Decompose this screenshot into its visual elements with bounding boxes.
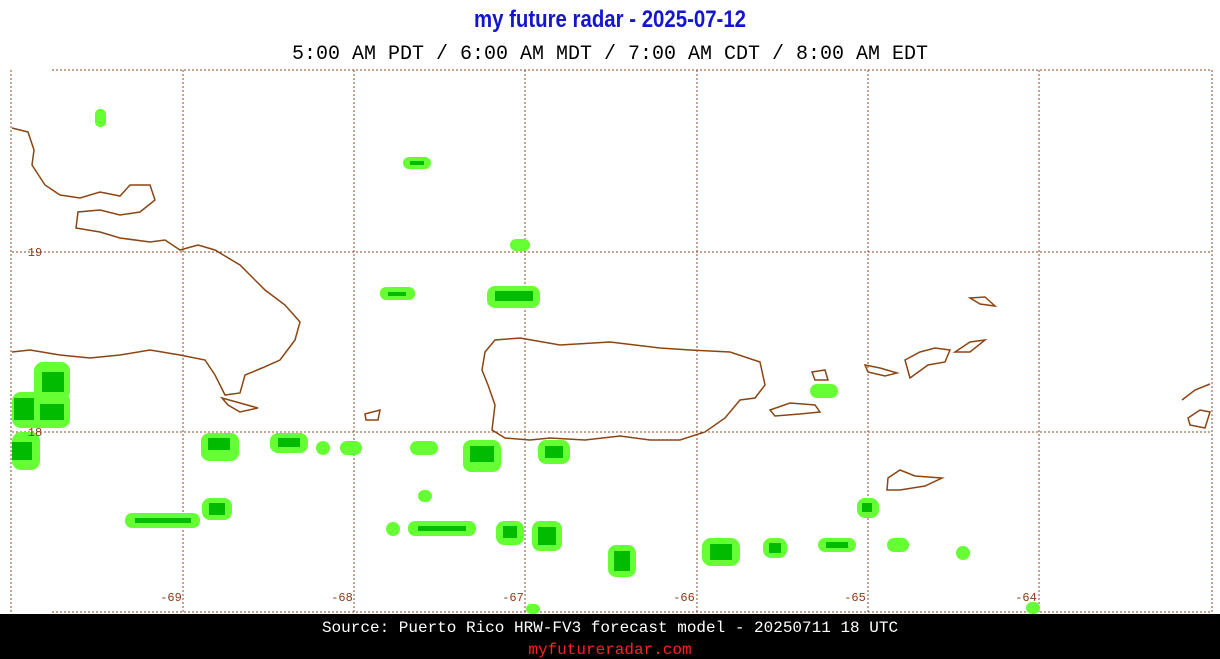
lat-label: 19 <box>28 246 42 260</box>
lon-label: -69 <box>160 591 182 605</box>
footer-source: Source: Puerto Rico HRW-FV3 forecast mod… <box>322 619 898 637</box>
subtitle: 5:00 AM PDT / 6:00 AM MDT / 7:00 AM CDT … <box>292 43 928 66</box>
coastlines <box>11 127 1211 491</box>
radar-echoes <box>12 109 1040 614</box>
footer-site[interactable]: myfutureradar.com <box>528 641 691 659</box>
lat-label: 18 <box>28 426 42 440</box>
lon-label: -68 <box>331 591 353 605</box>
grid <box>10 69 1213 613</box>
lon-label: -65 <box>844 591 866 605</box>
lon-label: -66 <box>673 591 695 605</box>
footer-band <box>0 614 1220 659</box>
lon-label: -67 <box>502 591 524 605</box>
title: my future radar - 2025-07-12 <box>474 5 746 32</box>
lon-label: -64 <box>1015 591 1037 605</box>
